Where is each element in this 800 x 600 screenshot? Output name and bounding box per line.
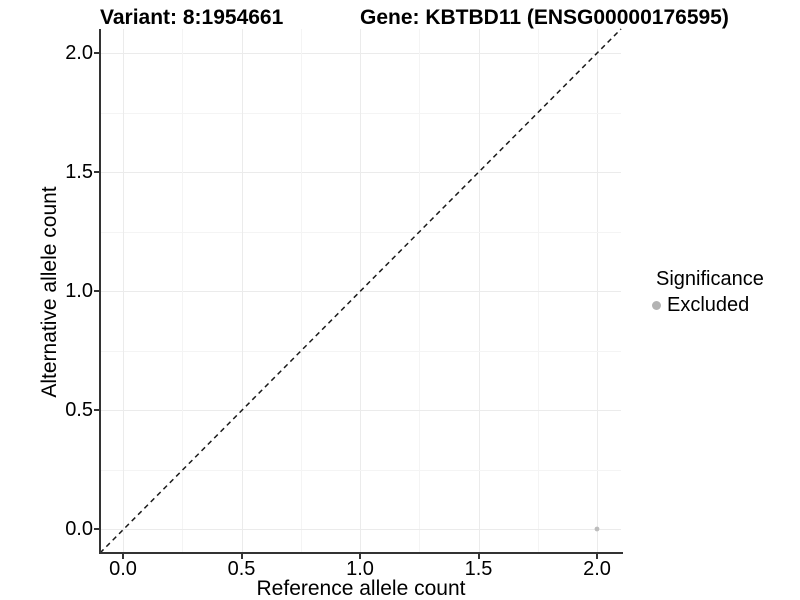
x-tick-mark	[477, 554, 480, 559]
gridline-minor-horizontal	[100, 469, 621, 471]
y-tick-label: 2.0	[65, 42, 93, 64]
y-axis-title: Alternative allele count	[38, 186, 61, 398]
x-tick-mark	[122, 554, 124, 559]
gridline-minor-vertical	[182, 29, 184, 553]
gridline-major-vertical	[241, 29, 243, 553]
data-point-excluded	[594, 526, 600, 532]
x-axis-title: Reference allele count	[256, 577, 466, 600]
y-axis-line	[99, 29, 101, 554]
legend-point-icon	[652, 300, 661, 310]
x-tick-label: 0.5	[227, 558, 256, 580]
plot-overlay	[99, 28, 622, 554]
gridline-major-horizontal	[100, 529, 621, 530]
y-tick-mark	[94, 409, 99, 411]
gridline-major-horizontal	[100, 410, 621, 411]
y-tick-mark	[94, 528, 99, 530]
legend-entry-label: Excluded	[667, 294, 750, 316]
y-tick-mark	[94, 171, 99, 173]
y-tick-label: 1.5	[65, 161, 93, 183]
legend-title: Significance	[656, 268, 764, 290]
x-tick-label: 0.0	[109, 558, 137, 580]
plot-panel	[99, 28, 622, 554]
gridline-minor-horizontal	[100, 350, 621, 352]
plot-title-gene: Gene: KBTBD11 (ENSG00000176595)	[360, 6, 729, 29]
y-tick-label: 0.0	[65, 518, 93, 540]
x-axis-line	[99, 552, 623, 554]
legend-entry-excluded: Excluded	[652, 294, 764, 316]
x-tick-label: 2.0	[583, 558, 611, 580]
y-tick-mark	[94, 290, 99, 292]
legend: Significance Excluded	[650, 268, 764, 316]
x-tick-mark	[240, 554, 243, 559]
y-tick-label: 1.0	[65, 280, 93, 302]
x-tick-label: 1.0	[346, 558, 374, 580]
identity-dashed-line	[99, 28, 622, 554]
gridline-minor-vertical	[300, 29, 302, 553]
x-tick-mark	[359, 554, 361, 559]
x-tick-mark	[596, 554, 598, 559]
y-tick-mark	[94, 52, 99, 54]
gridline-major-vertical	[123, 29, 124, 553]
y-tick-label: 0.5	[65, 399, 93, 421]
plot-title-variant: Variant: 8:1954661	[100, 6, 284, 29]
x-tick-label: 1.5	[464, 558, 493, 580]
